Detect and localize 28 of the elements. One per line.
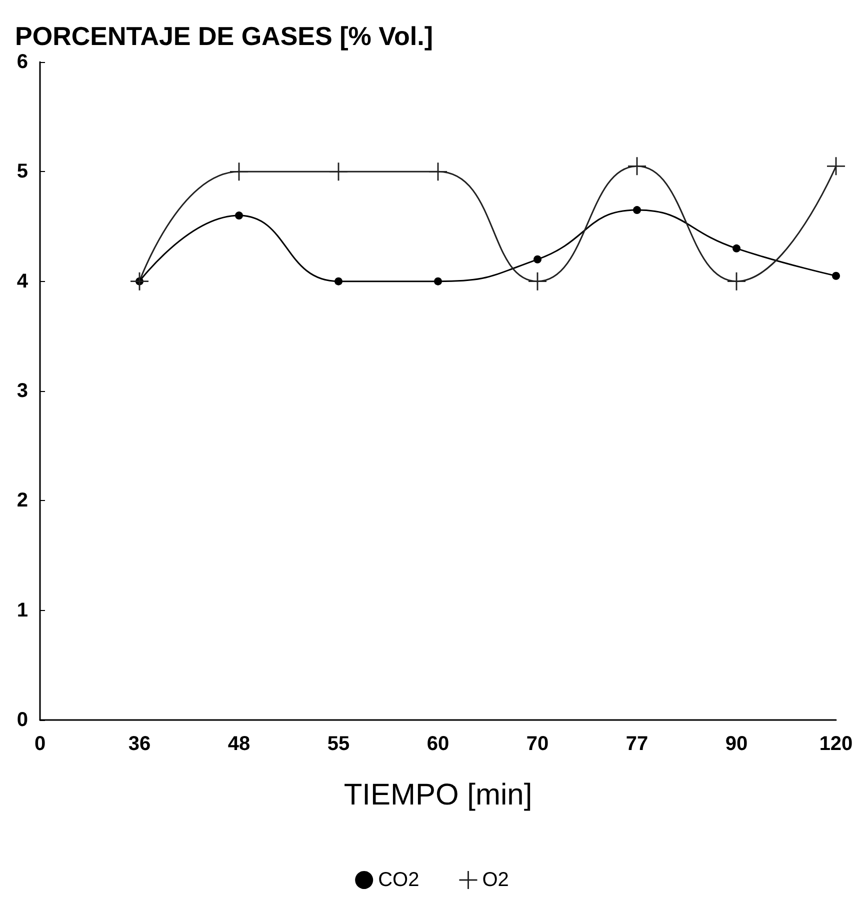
legend-label: CO2 (378, 869, 420, 891)
y-tick-label: 4 (16, 270, 29, 292)
legend-label: O2 (482, 869, 509, 891)
y-tick-label: 3 (16, 380, 28, 402)
y-tick-label: 0 (16, 709, 28, 731)
x-tick-label: 60 (426, 733, 450, 755)
x-tick-label: 90 (725, 733, 748, 755)
point (832, 272, 840, 280)
x-tick-label: 36 (128, 733, 151, 755)
point (334, 277, 342, 286)
x-tick-label: 0 (34, 733, 46, 755)
chart-title: PORCENTAJE DE GASES [% Vol.] (15, 21, 433, 51)
x-axis-title: TIEMPO [min] (344, 778, 532, 812)
point (633, 206, 641, 214)
y-tick-label: 6 (16, 51, 28, 73)
y-tick-label: 2 (16, 490, 28, 512)
point (732, 244, 740, 252)
point (434, 277, 442, 286)
point (130, 272, 148, 290)
y-tick-label: 5 (16, 160, 28, 183)
point (534, 255, 542, 264)
y-tick-label: 1 (16, 599, 28, 622)
x-tick-label: 48 (228, 733, 250, 755)
x-tick-label: 70 (526, 733, 549, 755)
x-tick-label: 77 (626, 733, 648, 755)
point (235, 212, 243, 220)
x-tick-label: 120 (819, 733, 853, 755)
x-tick-label: 55 (327, 733, 350, 755)
